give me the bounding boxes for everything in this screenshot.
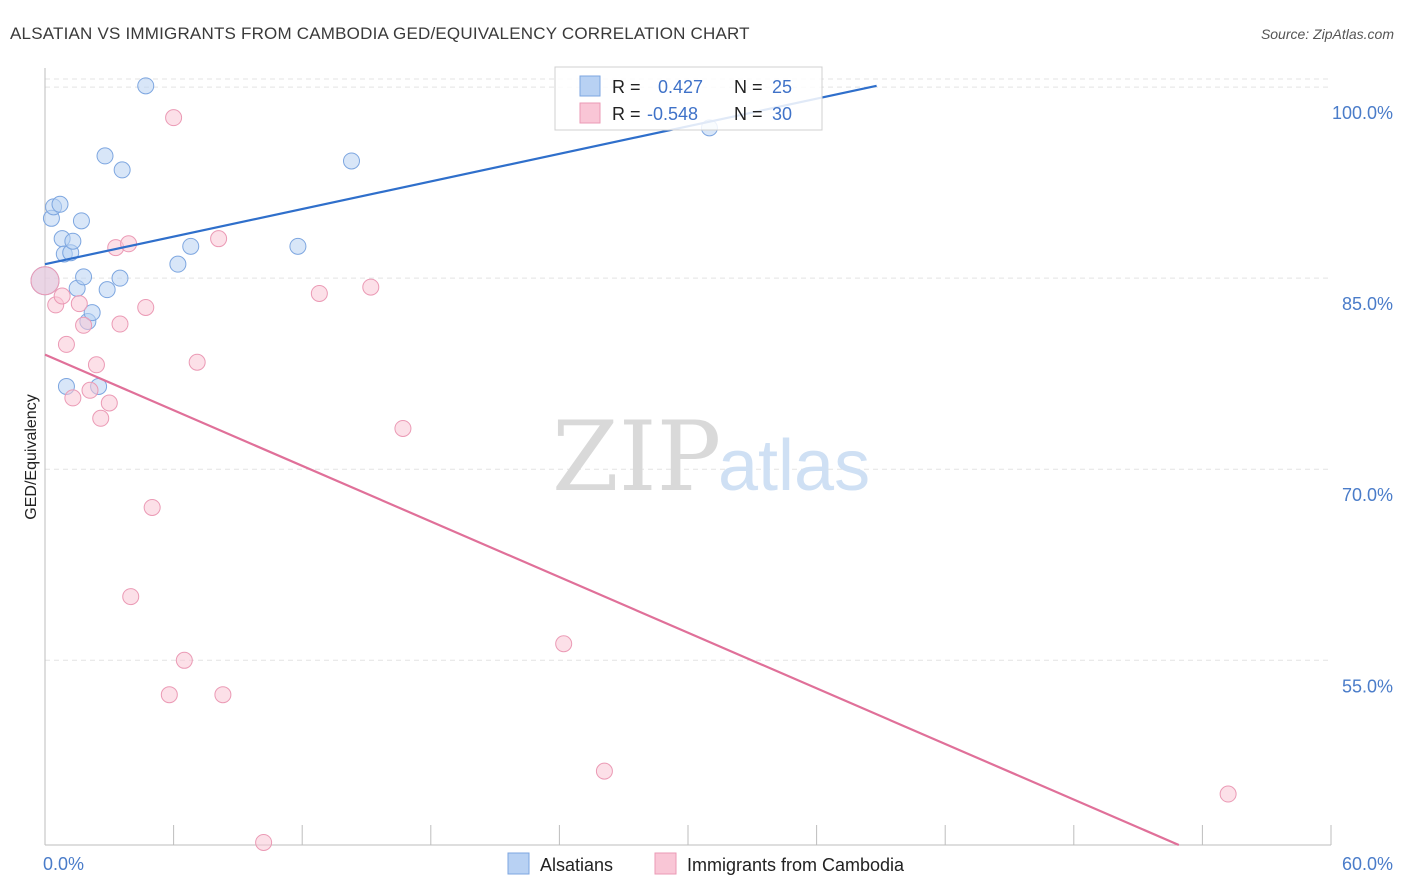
point-alsatians bbox=[169, 255, 187, 273]
point-alsatians bbox=[96, 147, 114, 165]
y-tick-label: 85.0% bbox=[1342, 294, 1393, 314]
y-axis-label: GED/Equivalency bbox=[23, 394, 40, 519]
series-alsatians-points bbox=[30, 77, 718, 395]
watermark-atlas: atlas bbox=[718, 426, 870, 506]
point-cambodia bbox=[143, 498, 161, 516]
point-cambodia bbox=[394, 419, 412, 437]
point-cambodia bbox=[1219, 785, 1237, 803]
point-cambodia bbox=[120, 235, 138, 253]
stats-box: R = 0.427 N = 25 R = -0.548 N = 30 bbox=[554, 66, 823, 131]
point-alsatians bbox=[75, 268, 93, 286]
point-cambodia bbox=[81, 381, 99, 399]
point-cambodia bbox=[188, 353, 206, 371]
point-cambodia bbox=[137, 298, 155, 316]
point-cambodia bbox=[111, 315, 129, 333]
stats-n-value-alsatians: 25 bbox=[772, 77, 792, 97]
point-alsatians bbox=[98, 281, 116, 299]
point-cambodia bbox=[362, 278, 380, 296]
point-alsatians bbox=[111, 269, 129, 287]
point-cambodia bbox=[555, 635, 573, 653]
watermark-zip: ZIP bbox=[552, 401, 721, 513]
point-cambodia bbox=[53, 287, 71, 305]
point-alsatians bbox=[113, 161, 131, 179]
series-cambodia-points bbox=[30, 109, 1237, 851]
point-cambodia bbox=[70, 295, 88, 313]
point-cambodia bbox=[214, 686, 232, 704]
legend-swatch-alsatians bbox=[507, 852, 530, 875]
point-alsatians bbox=[83, 304, 101, 322]
chart-source: Source: ZipAtlas.com bbox=[1261, 26, 1394, 42]
point-cambodia bbox=[160, 686, 178, 704]
point-cambodia bbox=[30, 266, 60, 296]
stats-n-value-cambodia: 30 bbox=[772, 104, 792, 124]
point-alsatians bbox=[182, 237, 200, 255]
point-alsatians bbox=[64, 232, 82, 250]
point-cambodia bbox=[175, 651, 193, 669]
point-cambodia bbox=[310, 284, 328, 302]
stats-n-label-cambodia: N = bbox=[734, 104, 763, 124]
point-cambodia bbox=[165, 109, 183, 127]
legend-swatch-cambodia bbox=[654, 852, 677, 875]
point-cambodia bbox=[595, 762, 613, 780]
stats-n-label-alsatians: N = bbox=[734, 77, 763, 97]
point-cambodia bbox=[100, 394, 118, 412]
point-alsatians bbox=[51, 195, 69, 213]
legend-label-alsatians: Alsatians bbox=[540, 855, 613, 875]
stats-r-value-cambodia: -0.548 bbox=[647, 104, 698, 124]
watermark: ZIP atlas bbox=[552, 401, 870, 513]
stats-r-label-cambodia: R = bbox=[612, 104, 641, 124]
y-tick-label: 70.0% bbox=[1342, 485, 1393, 505]
y-tick-label: 55.0% bbox=[1342, 676, 1393, 696]
point-cambodia bbox=[75, 316, 93, 334]
x-tick-label: 60.0% bbox=[1342, 854, 1393, 874]
point-cambodia bbox=[210, 230, 228, 248]
point-cambodia bbox=[57, 335, 75, 353]
stats-r-label-alsatians: R = bbox=[612, 77, 641, 97]
point-cambodia bbox=[87, 356, 105, 374]
stats-swatch-alsatians bbox=[579, 75, 601, 97]
y-tick-label: 100.0% bbox=[1332, 103, 1393, 123]
x-tick-label: 0.0% bbox=[43, 854, 84, 874]
x-tick-labels: 0.0% 60.0% bbox=[43, 854, 1393, 874]
point-cambodia bbox=[122, 588, 140, 606]
legend-label-cambodia: Immigrants from Cambodia bbox=[687, 855, 905, 875]
stats-swatch-cambodia bbox=[579, 102, 601, 124]
gridlines bbox=[45, 78, 1331, 661]
legend: Alsatians Immigrants from Cambodia bbox=[507, 852, 905, 875]
chart-title: ALSATIAN VS IMMIGRANTS FROM CAMBODIA GED… bbox=[10, 24, 750, 43]
point-alsatians bbox=[342, 152, 360, 170]
point-cambodia bbox=[255, 833, 273, 851]
point-cambodia bbox=[92, 409, 110, 427]
point-cambodia bbox=[64, 389, 82, 407]
trendline-cambodia bbox=[44, 353, 1180, 847]
point-alsatians bbox=[137, 77, 155, 95]
point-alsatians bbox=[72, 212, 90, 230]
y-tick-labels: 55.0% 70.0% 85.0% 100.0% bbox=[1332, 103, 1393, 696]
stats-r-value-alsatians: 0.427 bbox=[658, 77, 703, 97]
point-alsatians bbox=[289, 237, 307, 255]
